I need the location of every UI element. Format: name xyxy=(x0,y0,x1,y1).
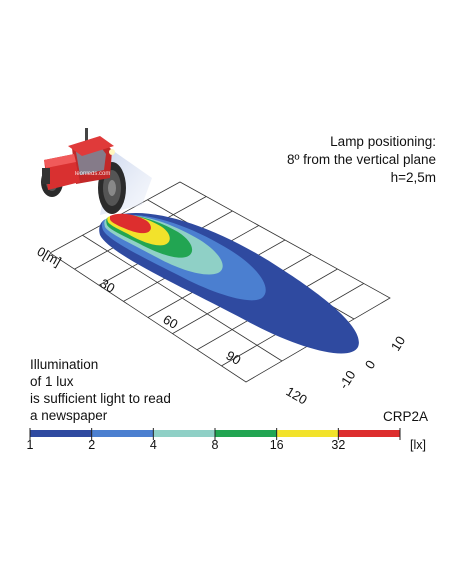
illumination-note: Illumination of 1 lux is sufficient ligh… xyxy=(30,357,171,423)
scale-band-2-4 xyxy=(91,430,154,437)
distance-label-30: 30 xyxy=(98,276,118,296)
color-scale-ticks xyxy=(29,428,401,440)
scale-tick-label: 4 xyxy=(150,438,157,452)
scale-unit-label: [lx] xyxy=(410,438,426,452)
lamp-positioning-line2: 8º from the vertical plane xyxy=(287,152,436,167)
illumination-line4: a newspaper xyxy=(30,408,108,423)
lateral-label-10: 10 xyxy=(388,333,408,353)
grid-line-longitudinal xyxy=(82,234,283,362)
lamp-positioning-note: Lamp positioning: 8º from the vertical p… xyxy=(287,134,436,185)
lateral-label-minus-10: -10 xyxy=(336,368,359,392)
scale-tick-label: 32 xyxy=(331,438,345,452)
scale-band-8-16 xyxy=(215,430,277,437)
lateral-label-0: 0 xyxy=(362,358,379,372)
color-scale-labels: 1 2 4 8 16 32 xyxy=(27,438,346,452)
distance-label-60: 60 xyxy=(161,312,181,332)
illumination-line2: of 1 lux xyxy=(30,374,74,389)
lamp-positioning-line1: Lamp positioning: xyxy=(330,134,436,149)
watermark-text: leonleds.com xyxy=(75,171,110,177)
illumination-line3: is sufficient light to read xyxy=(30,391,171,406)
scale-tick-label: 1 xyxy=(27,438,34,452)
lamp-positioning-line3: h=2,5m xyxy=(391,170,436,185)
color-scale-bands xyxy=(30,430,400,437)
tractor-illustration: leonleds.com xyxy=(41,128,126,214)
scale-band-1-2 xyxy=(30,430,92,437)
scale-band-4-8 xyxy=(153,430,215,437)
scale-band-over-32 xyxy=(338,430,400,437)
tractor-roof xyxy=(68,136,114,156)
model-label: CRP2A xyxy=(383,409,428,424)
scale-tick-label: 2 xyxy=(88,438,95,452)
color-scale: 1 2 4 8 16 32 [lx] xyxy=(27,428,426,452)
distance-label-120: 120 xyxy=(284,384,310,408)
scale-tick-label: 8 xyxy=(212,438,219,452)
isolux-band-over-32 xyxy=(110,213,151,234)
isolux-footprint xyxy=(99,213,359,354)
tractor-work-light xyxy=(109,149,115,155)
scale-tick-label: 16 xyxy=(270,438,284,452)
distance-label-90: 90 xyxy=(224,348,244,368)
scale-band-16-32 xyxy=(276,430,339,437)
illumination-line1: Illumination xyxy=(30,357,98,372)
